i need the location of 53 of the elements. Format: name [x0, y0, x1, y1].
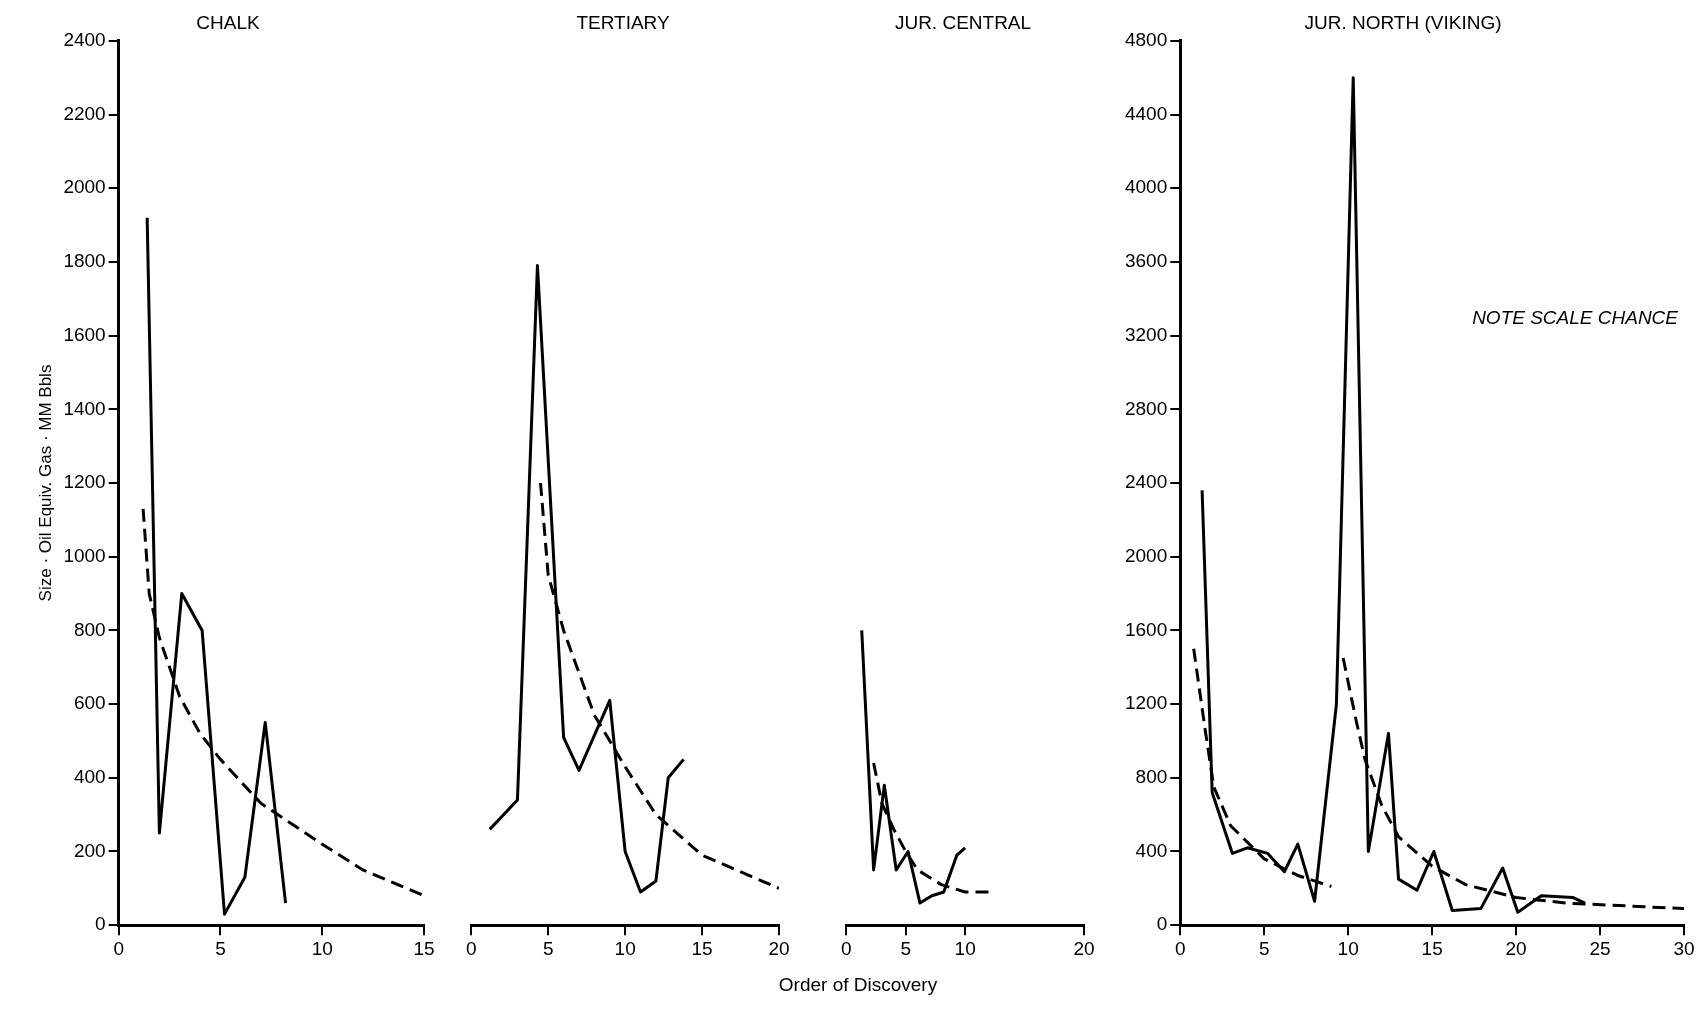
x-tick-label: 5 [542, 937, 554, 959]
y-tick-label: 2000 [1124, 544, 1168, 566]
y-tick-label: 600 [73, 692, 106, 714]
annotation: NOTE SCALE CHANCE [1472, 306, 1679, 328]
x-tick-label: 5 [900, 937, 911, 959]
y-tick-label: 0 [1156, 913, 1168, 935]
x-tick-label: 15 [413, 937, 435, 959]
y-tick-label: 1600 [1124, 618, 1168, 640]
x-tick-label: 10 [311, 937, 333, 959]
x-tick-label: 20 [1505, 937, 1527, 959]
y-tick-label: 4800 [1124, 29, 1168, 51]
chart-title: JUR. CENTRAL [894, 11, 1032, 33]
y-tick-label: 1200 [1124, 692, 1168, 714]
x-tick-label: 10 [954, 937, 976, 959]
y-tick-label: 2200 [63, 102, 106, 124]
y-tick-label: 800 [1135, 766, 1168, 788]
x-tick-label: 15 [691, 937, 713, 959]
y-tick-label: 2000 [63, 176, 106, 198]
y-tick-label: 3600 [1124, 250, 1168, 272]
x-tick-label: 0 [840, 937, 852, 959]
x-tick-label: 20 [768, 937, 790, 959]
x-tick-label: 5 [215, 937, 226, 959]
y-axis-title: Size · Oil Equiv. Gas · MM Bbls [35, 364, 55, 602]
y-tick-label: 400 [1135, 839, 1168, 861]
chart-title: TERTIARY [576, 11, 670, 33]
y-tick-label: 1600 [63, 323, 106, 345]
y-tick-label: 400 [73, 766, 106, 788]
y-tick-label: 2400 [1124, 471, 1168, 493]
y-tick-label: 3200 [1124, 323, 1168, 345]
x-tick-label: 0 [113, 937, 124, 959]
y-tick-label: 2800 [1124, 397, 1168, 419]
x-tick-label: 0 [1174, 937, 1186, 959]
x-tick-label: 0 [465, 937, 477, 959]
y-tick-label: 1400 [63, 397, 106, 419]
x-tick-label: 10 [1337, 937, 1359, 959]
x-tick-label: 20 [1073, 937, 1095, 959]
x-tick-label: 25 [1589, 937, 1611, 959]
y-tick-label: 0 [95, 913, 106, 935]
y-tick-label: 1000 [63, 544, 106, 566]
y-tick-label: 800 [73, 618, 106, 640]
chart-title: JUR. NORTH (VIKING) [1304, 11, 1502, 33]
x-tick-label: 30 [1673, 937, 1695, 959]
chart-title: CHALK [196, 11, 260, 33]
x-tick-label: 15 [1421, 937, 1443, 959]
x-tick-label: 10 [614, 937, 636, 959]
y-tick-label: 1800 [63, 250, 106, 272]
x-tick-label: 5 [1258, 937, 1270, 959]
x-axis-title: Order of Discovery [777, 974, 939, 996]
y-tick-label: 2400 [63, 29, 106, 51]
y-tick-label: 4000 [1124, 176, 1168, 198]
y-tick-label: 4400 [1124, 102, 1168, 124]
y-tick-label: 1200 [63, 471, 106, 493]
y-tick-label: 200 [73, 839, 106, 861]
